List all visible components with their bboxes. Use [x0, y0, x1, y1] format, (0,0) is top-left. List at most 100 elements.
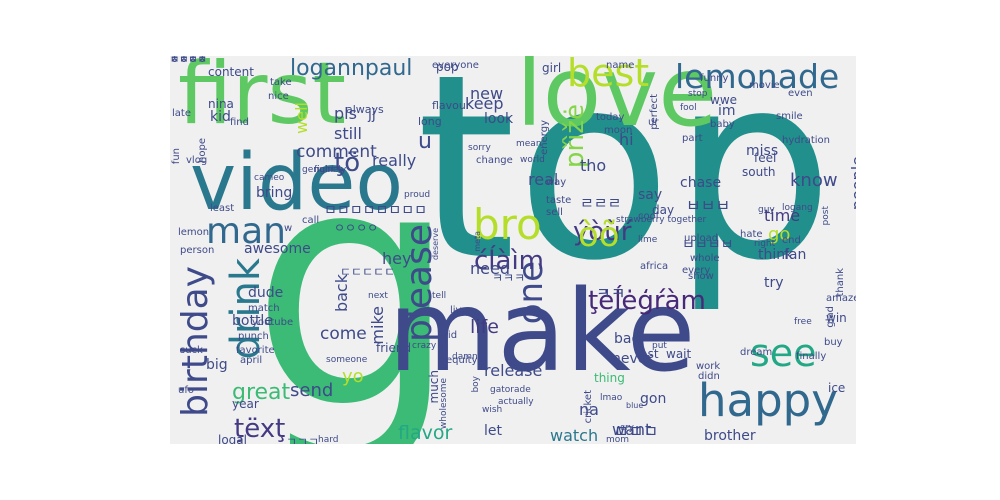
cloud-word: way	[546, 177, 567, 188]
cloud-word: wholesome	[439, 378, 449, 430]
cloud-word: ice	[828, 381, 846, 395]
cloud-word: cricket	[583, 390, 594, 424]
cloud-word: ㅋㅋㅋ	[492, 271, 526, 285]
cloud-word: person	[180, 245, 215, 256]
cloud-word: hey	[382, 249, 412, 268]
cloud-word: whole	[690, 253, 720, 264]
word-cloud: g top make love first video happy lemonade best s…	[170, 56, 856, 444]
cloud-word: take	[270, 77, 292, 88]
cloud-word: girl	[542, 61, 562, 75]
cloud-word: south	[742, 165, 776, 179]
cloud-word: fight	[314, 165, 335, 175]
cloud-word: big	[206, 357, 228, 373]
cloud-word: let	[484, 423, 502, 439]
cloud-word: ㅈㅈㅈㅈ	[170, 56, 207, 66]
cloud-word: think	[758, 247, 794, 263]
cloud-word: ㅎㅎㅎㅎ	[170, 56, 207, 66]
cloud-word: ㅁㅁㅁㅁㅁㅁㅁㅁ	[324, 203, 428, 219]
cloud-word: glad	[825, 306, 836, 328]
cloud-word: show	[688, 271, 714, 282]
cloud-word: find	[230, 117, 249, 128]
cloud-word: work	[696, 361, 721, 372]
cloud-word: well	[292, 102, 311, 134]
cloud-word: change	[476, 155, 513, 166]
cloud-word: dream	[740, 347, 773, 358]
cloud-word: lime	[638, 235, 658, 245]
cloud-word: punch	[238, 331, 269, 342]
cloud-word: cameo	[254, 173, 285, 183]
cloud-word: lemon	[178, 227, 210, 238]
cloud-word: suck	[180, 345, 203, 356]
cloud-word: best	[567, 56, 650, 95]
cloud-word: favorite	[236, 345, 275, 356]
cloud-word: strawberry together	[616, 215, 707, 225]
cloud-word: great	[232, 380, 291, 405]
cloud-word: ţėĺėģŕàm	[588, 286, 706, 316]
cloud-word: ㅁㅁㅁㅁ	[170, 56, 207, 66]
cloud-word: ㄹㄹㄹ	[580, 194, 622, 212]
cloud-word: content	[208, 65, 254, 79]
cloud-word: didn	[698, 371, 720, 382]
cloud-word: pls	[334, 104, 357, 123]
cloud-word: ㅂㅂㅂㅂ	[682, 237, 734, 253]
cloud-word: dude	[248, 285, 284, 301]
cloud-word: vid	[442, 330, 458, 341]
cloud-word: guy	[758, 205, 775, 215]
cloud-word: time	[764, 206, 801, 225]
cloud-word: lmao	[600, 393, 623, 403]
cloud-word: even	[788, 88, 813, 99]
cloud-word: really	[372, 151, 417, 170]
cloud-word: u	[418, 129, 432, 154]
cloud-word: name	[606, 60, 635, 71]
cloud-word: match	[248, 303, 280, 314]
cloud-word: genuinely	[302, 165, 347, 175]
cloud-word: perfect	[649, 94, 660, 130]
cloud-word: still	[334, 124, 362, 143]
cloud-word: deserve	[431, 228, 440, 261]
cloud-word: blue	[626, 401, 644, 410]
cloud-word: life	[470, 316, 499, 338]
cloud-word: ㅋㅋ	[596, 284, 626, 303]
cloud-word: miss	[746, 143, 779, 159]
cloud-word: every	[682, 265, 711, 276]
cloud-word: send	[290, 380, 334, 401]
cloud-word: watch	[550, 426, 599, 444]
cloud-word: top	[416, 56, 834, 317]
cloud-word: go	[768, 224, 791, 245]
cloud-word: hope	[197, 138, 208, 163]
cloud-word: part	[682, 133, 703, 144]
cloud-word: video	[190, 138, 404, 228]
cloud-word: april	[240, 355, 263, 366]
cloud-word: fan	[784, 247, 807, 263]
cloud-word: stop	[688, 89, 708, 99]
cloud-word: ㄱㄱㄱ	[286, 435, 320, 444]
cloud-word: nina	[208, 97, 234, 111]
cloud-word: lemonade	[675, 57, 840, 96]
cloud-word: long	[418, 115, 442, 128]
cloud-word: moon	[604, 125, 633, 136]
cloud-word: wait	[666, 347, 692, 361]
cloud-word: day	[652, 203, 675, 217]
cloud-word: mean	[516, 139, 542, 149]
cloud-word: logal	[218, 433, 247, 444]
cloud-word: next	[368, 291, 388, 301]
cloud-word: release	[484, 361, 543, 380]
cloud-word: ýòùŕ	[573, 217, 632, 247]
cloud-word: world	[520, 155, 545, 165]
cloud-word: mike	[368, 306, 387, 345]
cloud-word: taste	[546, 195, 572, 206]
cloud-word: energy	[539, 120, 550, 155]
cloud-word: vlog	[186, 155, 208, 166]
cloud-word: youtube	[252, 317, 294, 328]
cloud-word: live	[450, 305, 468, 316]
cloud-word: upload	[684, 233, 719, 244]
cloud-word: logannpaul	[290, 56, 413, 81]
cloud-word: awesome	[244, 241, 311, 257]
cloud-word: come	[320, 324, 367, 344]
cloud-word: first	[178, 56, 347, 144]
cloud-word: ćĺàìm	[474, 246, 545, 276]
cloud-word: ţö	[334, 148, 361, 178]
cloud-word: brother	[704, 428, 756, 444]
cloud-word: ㅁㅁㅁ	[614, 422, 659, 441]
cloud-word: òõ	[578, 215, 620, 255]
